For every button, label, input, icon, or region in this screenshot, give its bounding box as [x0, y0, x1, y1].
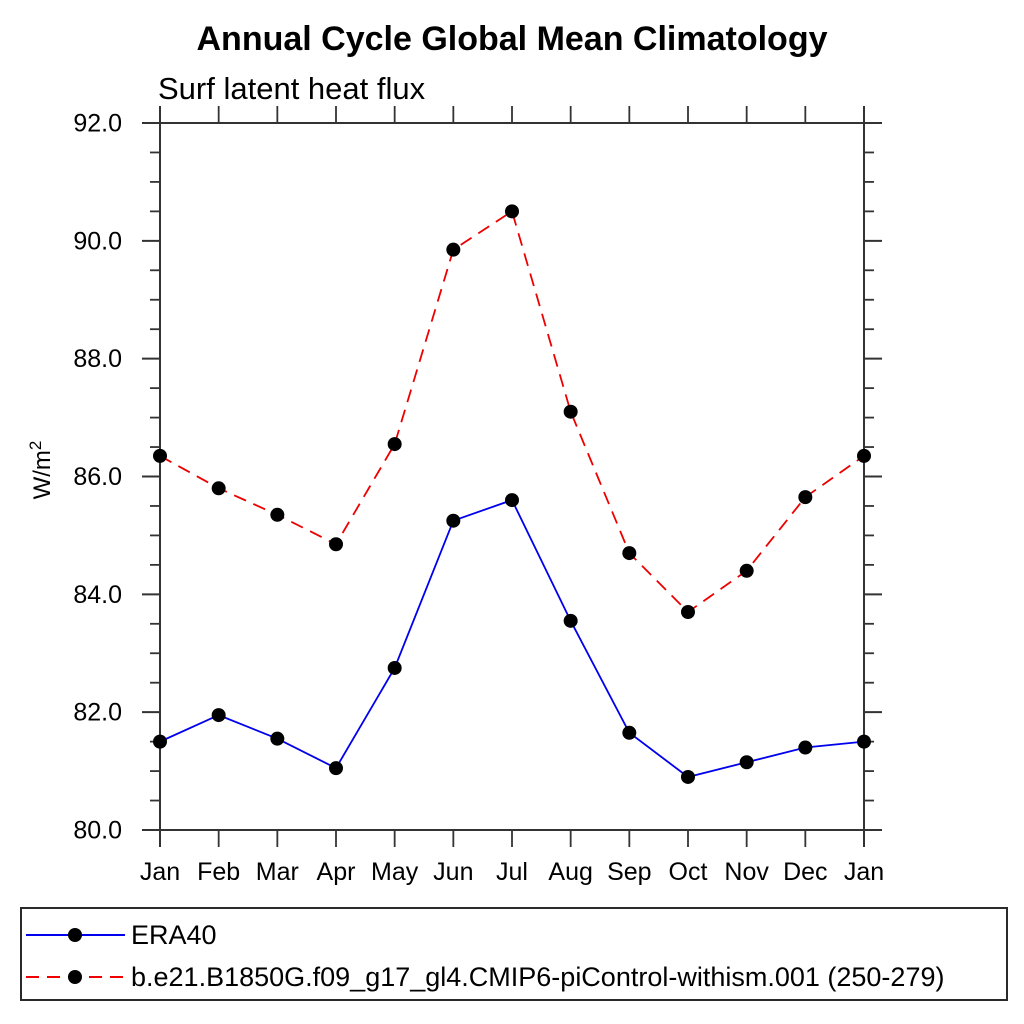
data-point-marker [681, 769, 695, 784]
data-point-marker [211, 708, 226, 723]
data-point-marker [681, 605, 695, 620]
x-tick-label: Jan [140, 858, 180, 886]
data-point-marker [329, 537, 343, 552]
legend-label-era40: ERA40 [131, 920, 217, 950]
data-point-marker [739, 563, 754, 578]
legend-item-era40: ERA40 [26, 920, 217, 950]
chart-subtitle: Surf latent heat flux [158, 71, 426, 106]
y-tick-label: 84.0 [73, 581, 122, 609]
data-point-marker [563, 404, 578, 419]
x-tick-label: Jul [496, 858, 528, 886]
y-tick-label: 92.0 [73, 110, 122, 138]
data-point-marker [329, 761, 343, 776]
x-tick-label: May [371, 858, 419, 886]
x-tick-label: Feb [197, 858, 240, 886]
series-markers [153, 204, 871, 784]
data-point-marker [798, 740, 813, 755]
data-point-marker [505, 204, 519, 219]
x-tick-label: Apr [317, 858, 356, 886]
data-point-marker [270, 507, 285, 522]
data-point-marker [505, 493, 519, 508]
y-tick-label: 86.0 [73, 463, 122, 491]
data-point-marker [270, 731, 285, 746]
data-point-marker [387, 437, 402, 452]
legend-label-model: b.e21.B1850G.f09_g17_gl4.CMIP6-piControl… [131, 962, 945, 992]
y-tick-label: 88.0 [73, 345, 122, 373]
y-tick-label: 82.0 [73, 699, 122, 727]
tick-marks [142, 106, 882, 847]
x-tick-label: Aug [548, 858, 592, 886]
data-point-marker [563, 613, 578, 628]
y-tick-label: 90.0 [73, 227, 122, 255]
data-point-marker [387, 660, 402, 675]
y-axis-title: W/m2 [26, 441, 56, 500]
legend-box: ERA40 b.e21.B1850G.f09_g17_gl4.CMIP6-piC… [20, 907, 1008, 1001]
data-point-marker [739, 755, 754, 770]
axis-labels: 80.0 82.0 84.0 86.0 88.0 90.0 92.0 Jan Feb Mar Apr… [73, 110, 884, 887]
x-tick-label: Jan [844, 858, 884, 886]
x-tick-label: Nov [724, 858, 769, 886]
legend-item-model: b.e21.B1850G.f09_g17_gl4.CMIP6-piControl… [26, 962, 945, 992]
data-point-marker [153, 734, 167, 749]
chart-title: Annual Cycle Global Mean Climatology [196, 20, 828, 58]
data-point-marker [211, 481, 226, 496]
data-point-marker [446, 242, 461, 257]
x-tick-label: Oct [669, 858, 708, 886]
series-line-1 [159, 209, 865, 614]
y-tick-label: 80.0 [73, 817, 122, 845]
data-point-marker [857, 448, 871, 463]
x-tick-label: Sep [607, 858, 651, 886]
era40-line-swatch-icon [26, 928, 125, 942]
data-point-marker [446, 513, 461, 528]
data-point-marker [798, 490, 813, 505]
series-line-0 [159, 498, 865, 778]
data-point-marker [153, 448, 167, 463]
x-tick-label: Mar [256, 858, 299, 886]
data-point-marker [622, 546, 637, 561]
data-point-marker [857, 734, 871, 749]
x-tick-label: Jun [433, 858, 473, 886]
model-dashed-line-swatch-icon [26, 970, 125, 984]
x-tick-label: Dec [783, 858, 827, 886]
data-point-marker [622, 725, 637, 740]
